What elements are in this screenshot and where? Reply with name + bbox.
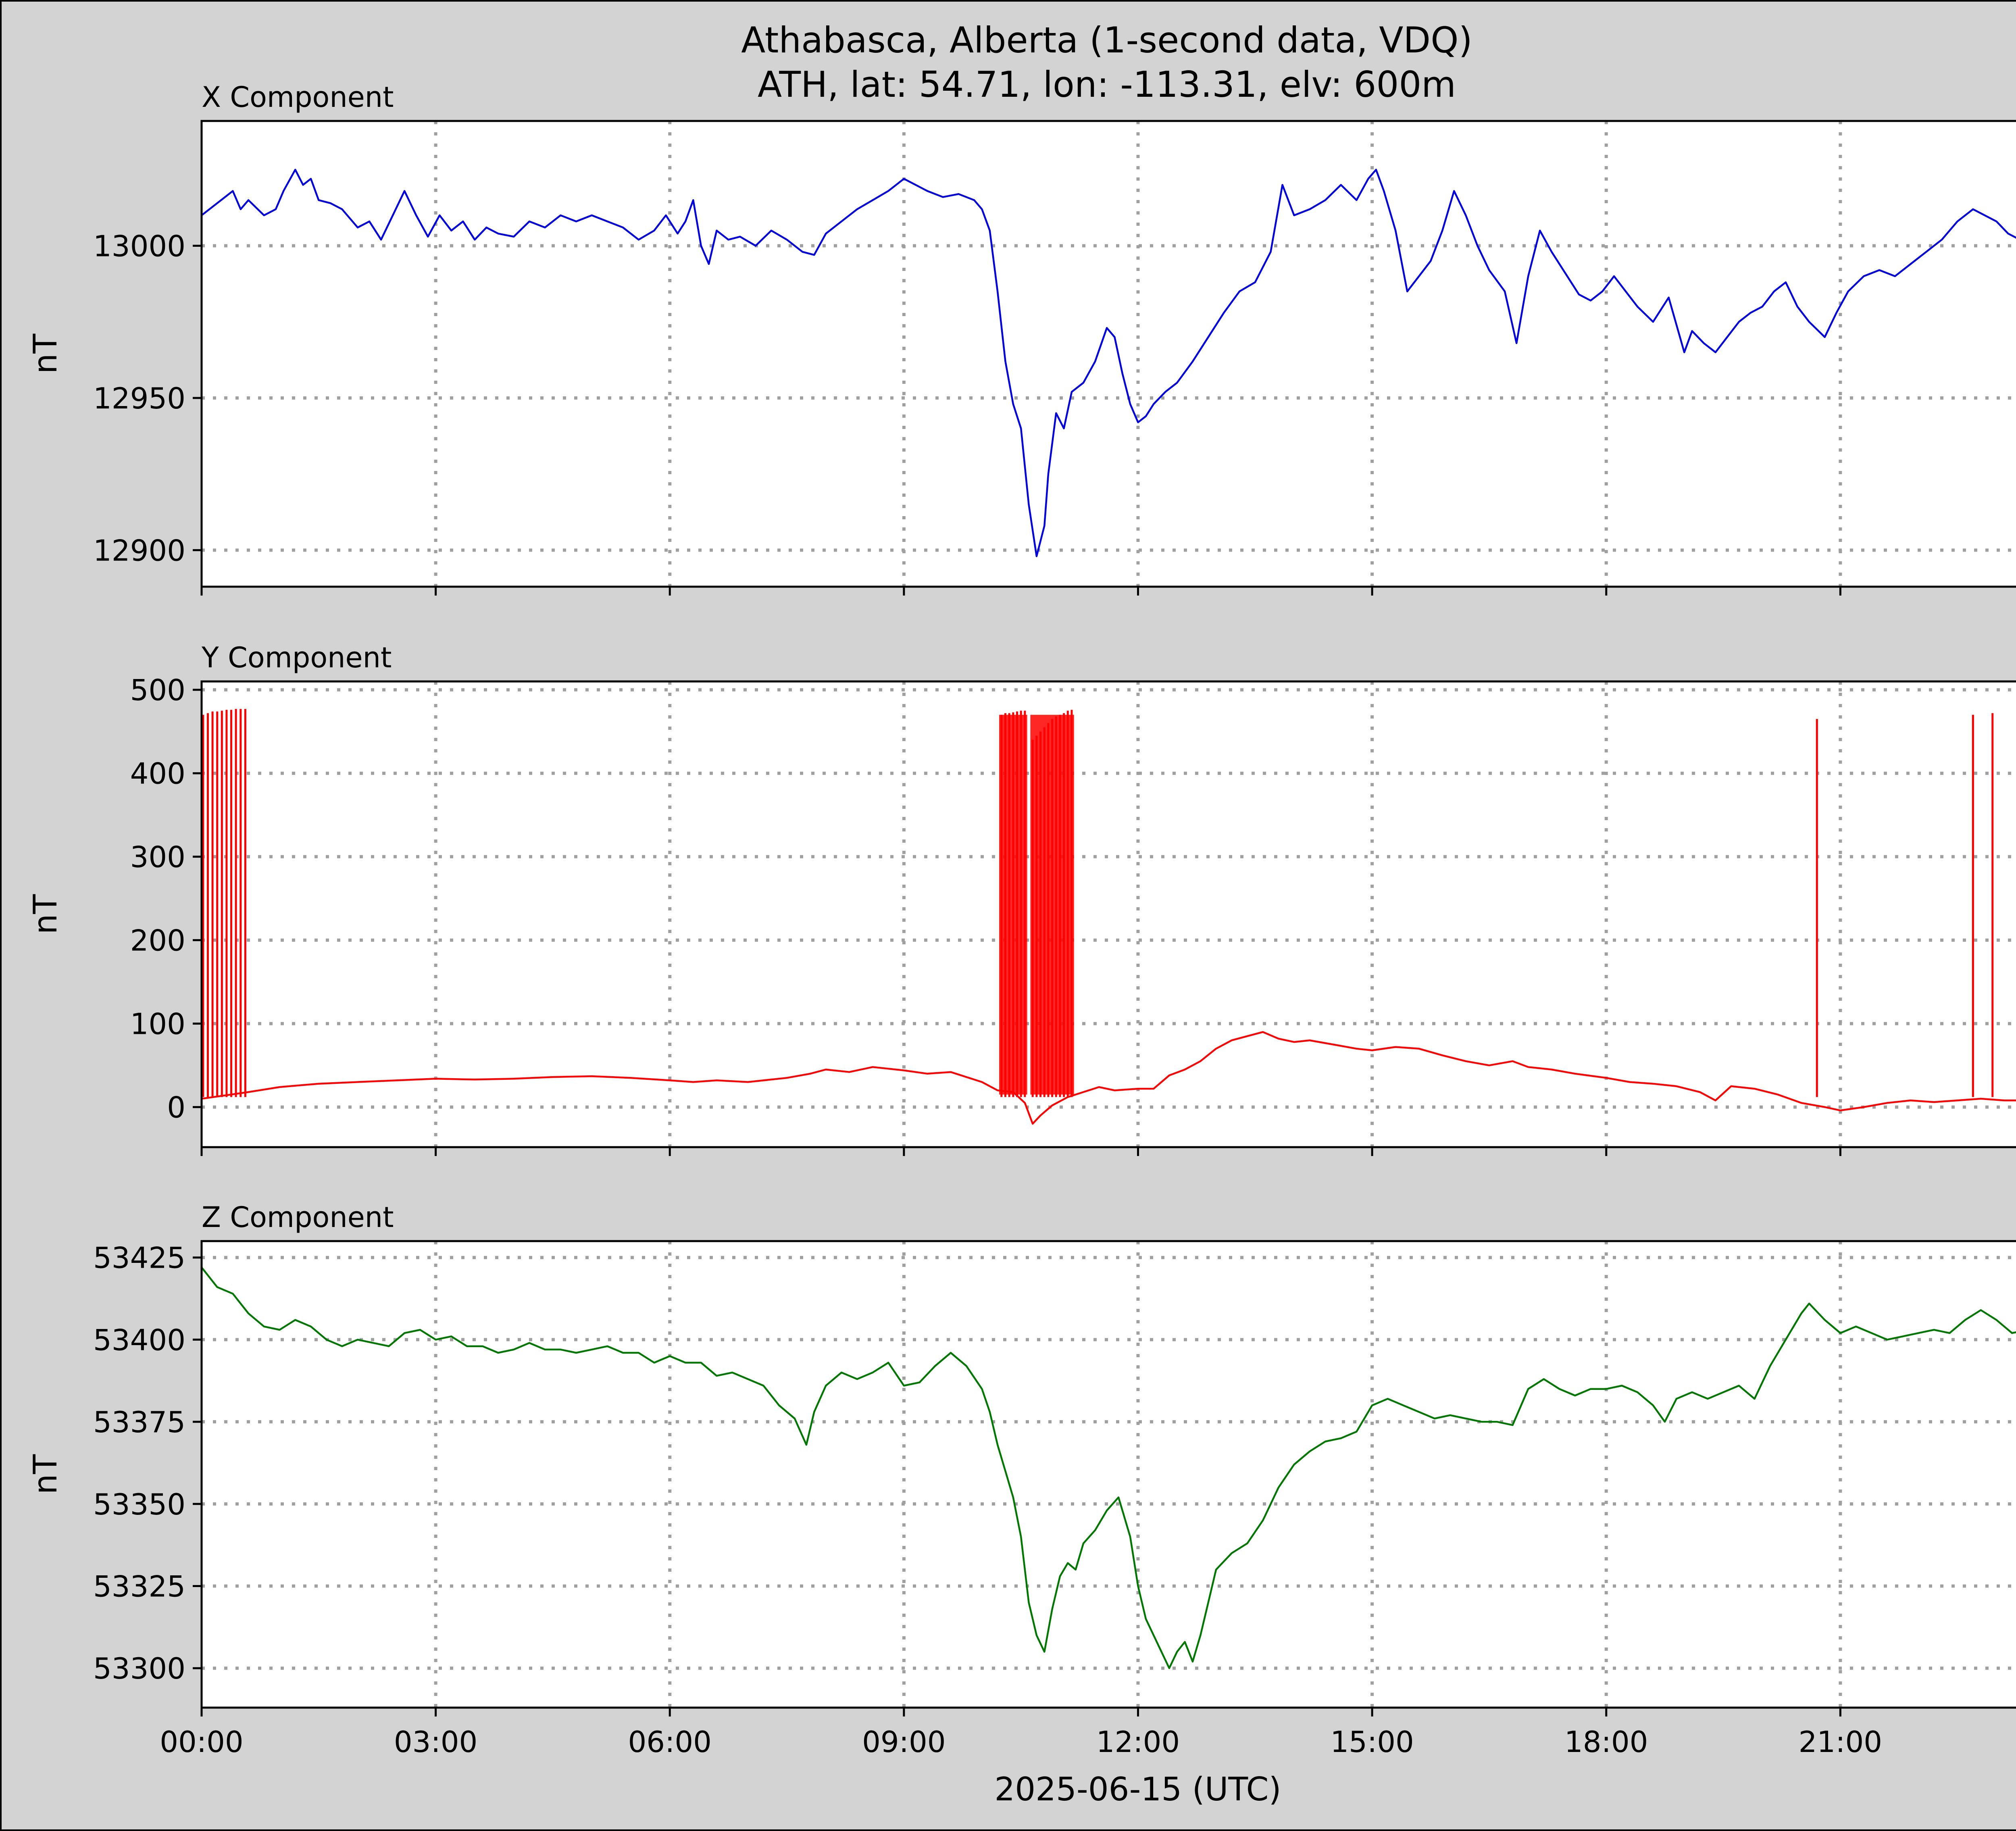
panel-title: Y Component: [201, 641, 392, 674]
plot-frame: [200, 1240, 2016, 1709]
plot-frame: [200, 680, 2016, 1148]
x-tick-label: 09:00: [862, 1725, 946, 1759]
x-tick-label: 00:00: [160, 1725, 244, 1759]
y-axis-label: nT: [27, 333, 64, 374]
x-axis-label: 2025-06-15 (UTC): [994, 1771, 1281, 1808]
y-axis-label: nT: [27, 894, 64, 935]
y-tick-label: 13000: [93, 229, 185, 263]
x-tick-label: 18:00: [1564, 1725, 1648, 1759]
series-line: [201, 1031, 2016, 1125]
y-tick-label: 500: [130, 673, 185, 707]
plot-area: [202, 121, 2016, 587]
y-tick-label: 100: [130, 1007, 185, 1041]
plot-frame: [200, 120, 2016, 588]
x-tick-label: 21:00: [1799, 1725, 1883, 1759]
y-tick-label: 12950: [93, 381, 185, 415]
y-tick-label: 400: [130, 757, 185, 791]
y-tick-label: 53350: [93, 1487, 185, 1521]
figure-subtitle: ATH, lat: 54.71, lon: -113.31, elv: 600m: [758, 64, 1456, 105]
panels-group: 12900 12950 13000 X Component nT 0 100 200 300 40…: [27, 81, 2016, 1759]
y-tick-label: 53425: [93, 1241, 185, 1275]
plot-area: [202, 1241, 2016, 1708]
y-tick-label: 300: [130, 840, 185, 874]
y-tick-label: 0: [167, 1091, 185, 1125]
series-line: [201, 169, 2016, 557]
x-tick-label: 12:00: [1096, 1725, 1180, 1759]
panel-2: 0 100 200 300 400 500 Y Component nT: [27, 641, 2016, 1156]
panel-title: Z Component: [202, 1201, 394, 1234]
y-axis-label: nT: [27, 1454, 64, 1495]
y-tick-label: 200: [130, 924, 185, 958]
x-tick-label: 06:00: [628, 1725, 712, 1759]
y-tick-label: 53375: [93, 1405, 185, 1439]
y-tick-label: 12900: [93, 533, 185, 567]
panel-title: X Component: [202, 81, 394, 114]
y-tick-label: 53300: [93, 1652, 185, 1685]
y-tick-label: 53325: [93, 1570, 185, 1604]
plot-area: [202, 681, 2016, 1147]
x-tick-label: 03:00: [394, 1725, 478, 1759]
panel-3: 53300 53325 53350 53375 53400 53425 Z Componen…: [27, 1201, 2016, 1759]
x-tick-label: 15:00: [1330, 1725, 1414, 1759]
panel-1: 12900 12950 13000 X Component nT: [27, 81, 2016, 596]
figure-title: Athabasca, Alberta (1-second data, VDQ): [741, 19, 1472, 61]
series-line: [201, 1266, 2016, 1669]
y-tick-label: 53400: [93, 1323, 185, 1357]
